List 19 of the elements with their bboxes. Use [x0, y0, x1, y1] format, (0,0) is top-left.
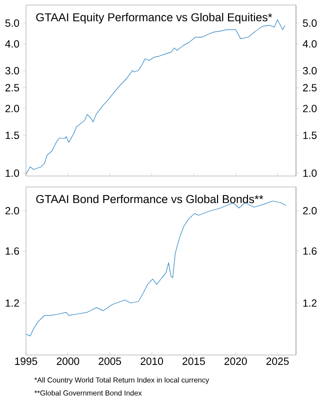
x-tick-label: 1995 — [15, 358, 38, 365]
x-tick-label: 2005 — [98, 358, 122, 365]
y-tick-label: 4.0 — [302, 40, 317, 48]
y-tick-label: 1.5 — [303, 132, 317, 140]
y-tick-label: 1.6 — [6, 247, 20, 255]
text: GTAAI Bond Performance vs Global Bonds** — [36, 194, 264, 204]
y-tick-label: 2.0 — [303, 104, 317, 112]
y-tick-label: 1.2 — [6, 299, 19, 307]
y-tick-label: 5.0 — [302, 19, 317, 27]
text: GTAAI Equity Performance vs Global Equities* — [36, 12, 272, 24]
y-tick-label: 3.0 — [302, 67, 317, 74]
y-tick-label: 2.0 — [5, 207, 20, 214]
y-tick-label: 1.0 — [303, 169, 317, 177]
x-tick-label: 2000 — [56, 358, 80, 365]
y-tick-label: 2.5 — [303, 84, 317, 92]
x-tick-label: 2025 — [266, 358, 289, 365]
x-tick-label: 2020 — [224, 358, 247, 365]
x-tick-label: 2015 — [182, 358, 205, 365]
x-tick-label: 2010 — [140, 358, 163, 365]
